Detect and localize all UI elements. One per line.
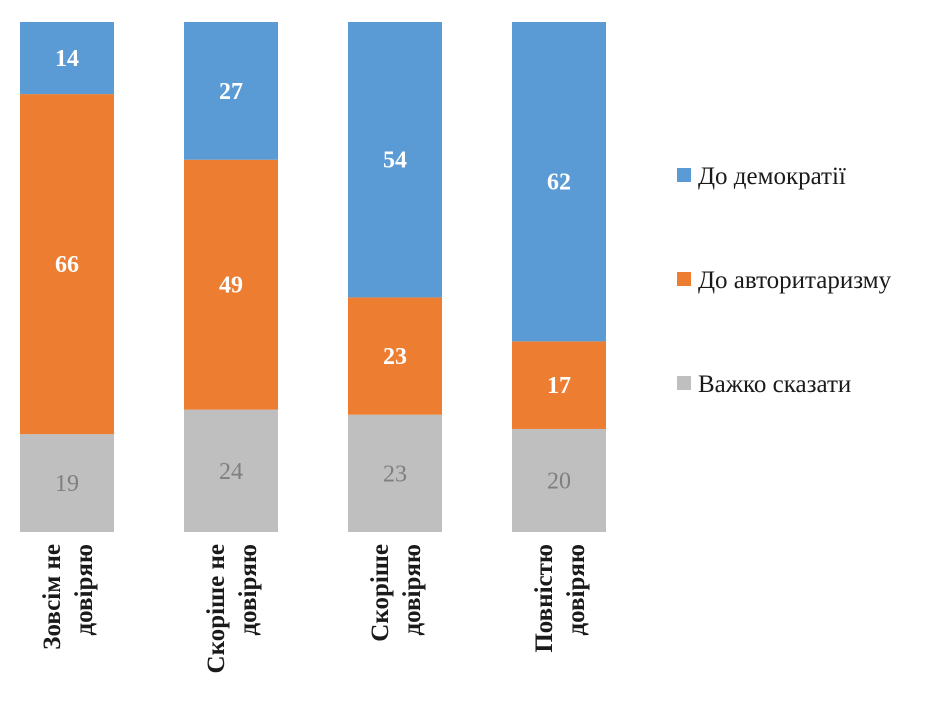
data-label-2-series-2: 49 [219, 273, 243, 299]
category-label-4-line-1: Повністю [531, 544, 558, 653]
bar-segment-4-series-3 [512, 22, 606, 342]
bar-segment-1-series-1 [20, 434, 114, 532]
legend-label-1: До демократії [698, 163, 846, 190]
data-label-1-series-3: 14 [55, 46, 79, 72]
category-label-4: Повністю довіряю [531, 544, 590, 653]
data-label-3-series-2: 23 [383, 344, 407, 370]
legend-label-3: Важко сказати [698, 371, 851, 398]
legend-swatch-2 [677, 272, 691, 286]
data-label-3-series-3: 54 [383, 148, 407, 174]
category-label-3-line-2: довіряю [399, 544, 426, 636]
category-label-1-line-2: довіряю [71, 544, 98, 636]
bar-segment-4-series-2 [512, 341, 606, 429]
category-label-2-line-2: довіряю [235, 544, 262, 636]
data-label-4-series-1: 20 [547, 468, 571, 494]
category-label-3-line-1: Скоріше [367, 544, 394, 642]
bar-segment-3-series-2 [348, 297, 442, 415]
category-label-2-line-1: Скоріше не [203, 544, 230, 673]
data-label-1-series-1: 19 [55, 471, 79, 497]
legend-label-2: До авторитаризму [698, 267, 892, 294]
bar-segment-2-series-1 [184, 409, 278, 532]
category-label-4-line-2: довіряю [563, 544, 590, 636]
bar-segment-1-series-3 [20, 22, 114, 95]
bar-segment-2-series-2 [184, 159, 278, 410]
category-label-1-line-1: Зовсім не [39, 544, 66, 650]
bar-segment-1-series-2 [20, 94, 114, 435]
data-label-2-series-3: 27 [219, 79, 243, 105]
data-label-2-series-1: 24 [219, 459, 243, 485]
bar-segment-3-series-1 [348, 414, 442, 532]
data-label-3-series-1: 23 [383, 461, 407, 487]
category-label-3: Скоріше довіряю [367, 544, 426, 642]
bar-segment-2-series-3 [184, 22, 278, 160]
data-label-4-series-2: 17 [547, 373, 571, 399]
category-label-1: Зовсім не довіряю [39, 544, 98, 650]
legend-swatch-1 [677, 168, 691, 182]
category-label-2: Скоріше не довіряю [203, 544, 262, 673]
bar-segment-4-series-1 [512, 428, 606, 532]
legend-swatch-3 [677, 376, 691, 390]
bar-segment-3-series-3 [348, 22, 442, 298]
data-label-1-series-2: 66 [55, 252, 79, 278]
data-label-4-series-3: 62 [547, 170, 571, 196]
